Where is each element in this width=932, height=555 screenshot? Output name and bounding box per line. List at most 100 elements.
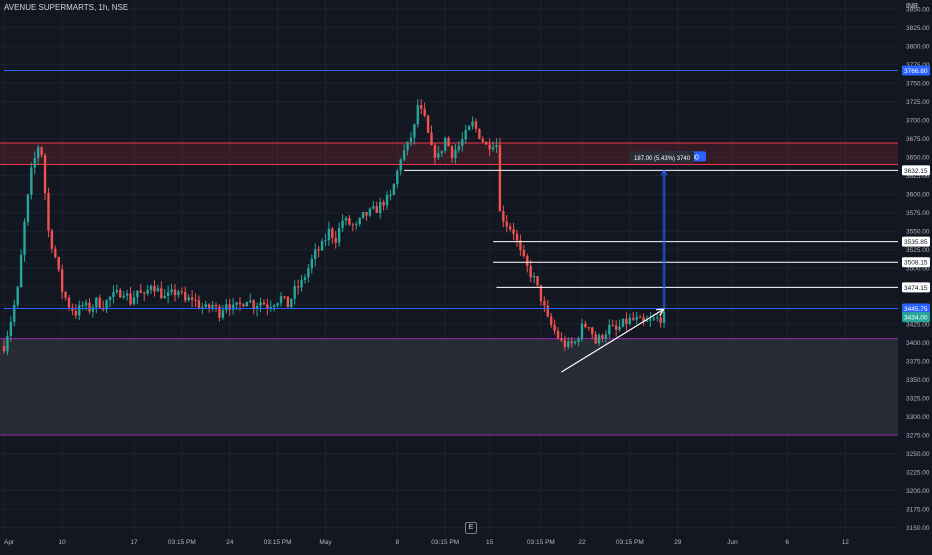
candle <box>344 218 348 221</box>
candle <box>170 289 173 293</box>
candle <box>331 228 334 238</box>
candle <box>358 218 361 225</box>
candle <box>556 330 560 338</box>
candle <box>423 108 426 116</box>
candle <box>190 297 194 300</box>
candle <box>81 305 84 307</box>
y-tick-label: 3575.00 <box>906 210 930 217</box>
candle <box>611 324 614 326</box>
candle <box>187 297 190 301</box>
candle <box>153 285 156 292</box>
y-tick-label: 3325.00 <box>906 395 930 402</box>
price-tag: 3766.80 <box>904 68 928 75</box>
candle <box>471 121 474 127</box>
x-tick-label: 17 <box>130 539 138 546</box>
candle <box>416 105 420 125</box>
y-tick-label: 3700.00 <box>906 118 930 125</box>
candle <box>334 237 337 243</box>
candle <box>642 317 645 322</box>
candle <box>348 218 351 225</box>
candle <box>95 297 98 308</box>
candle <box>307 268 310 278</box>
candle <box>129 293 132 305</box>
candle <box>84 302 88 306</box>
x-tick-label: Jun <box>727 539 738 546</box>
y-tick-label: 3525.00 <box>906 247 930 254</box>
candle <box>461 139 464 146</box>
candle <box>560 337 563 341</box>
candle <box>341 220 344 228</box>
candle <box>327 228 331 241</box>
candle <box>662 312 666 323</box>
y-tick-label: 3625.00 <box>906 173 930 180</box>
candle <box>440 150 443 154</box>
candle <box>649 319 652 321</box>
candle <box>628 317 632 324</box>
candle <box>656 317 659 319</box>
x-tick-label: 03:15 PM <box>616 539 644 546</box>
candle <box>508 226 512 230</box>
candle <box>652 318 655 320</box>
candle <box>88 302 91 312</box>
price-tag: 3434.00 <box>904 315 928 322</box>
y-tick-label: 3800.00 <box>906 43 930 50</box>
candle <box>406 141 409 151</box>
candle <box>98 297 101 308</box>
y-tick-label: 3500.00 <box>906 266 930 273</box>
candle <box>532 276 536 278</box>
candle <box>146 289 149 294</box>
candle <box>238 302 242 305</box>
candle <box>283 296 286 298</box>
candle <box>361 212 365 219</box>
candle <box>570 341 573 344</box>
candle <box>368 208 372 216</box>
candle <box>19 254 23 288</box>
candle <box>180 291 184 293</box>
candle <box>26 194 30 222</box>
x-tick-label: 24 <box>226 539 234 546</box>
candle <box>132 297 136 305</box>
y-tick-label: 3250.00 <box>906 451 930 458</box>
measure-tag: 80 <box>691 154 699 161</box>
candle <box>149 285 153 290</box>
candle <box>122 295 125 298</box>
candle <box>208 304 211 308</box>
candle <box>601 335 604 339</box>
y-tick-label: 3225.00 <box>906 470 930 477</box>
candle <box>266 304 269 309</box>
price-tag-box <box>902 236 930 247</box>
candle <box>454 150 457 159</box>
candle <box>594 334 597 344</box>
candle <box>519 240 522 251</box>
candle <box>491 146 495 150</box>
currency-label: INR <box>906 3 919 10</box>
candle <box>286 296 290 308</box>
candle <box>591 327 594 335</box>
candle <box>495 145 498 147</box>
candle <box>420 105 423 109</box>
y-tick-label: 3550.00 <box>906 229 930 236</box>
candle <box>108 296 112 301</box>
candle <box>310 259 313 269</box>
candle <box>228 304 231 310</box>
candle <box>279 296 283 304</box>
candle <box>604 334 608 339</box>
candle <box>139 290 142 293</box>
x-tick-label: 22 <box>578 539 586 546</box>
measure-arrowhead <box>660 169 668 176</box>
candle <box>105 300 108 310</box>
candle <box>467 126 471 131</box>
candle <box>498 151 502 212</box>
price-tag: 3474.15 <box>904 285 928 292</box>
candle <box>430 132 433 146</box>
candle <box>553 325 556 331</box>
candle <box>173 289 177 295</box>
candle <box>567 341 570 347</box>
candle <box>314 249 317 260</box>
scale-toggle-button[interactable]: E <box>465 522 477 534</box>
y-tick-label: 3300.00 <box>906 414 930 421</box>
candle <box>573 341 577 344</box>
